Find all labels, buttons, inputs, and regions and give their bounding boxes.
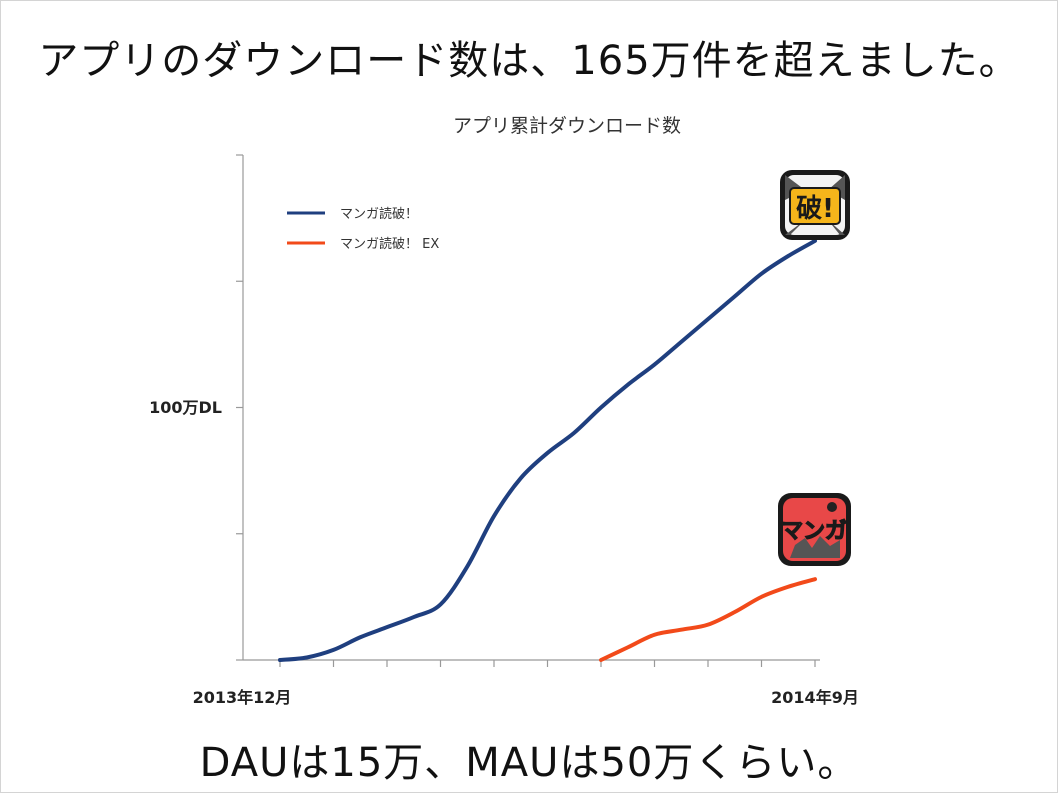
headline: アプリのダウンロード数は、165万件を超えました。 <box>38 38 1020 84</box>
x-axis-ticks <box>279 660 816 667</box>
footline: DAUは15万、MAUは50万くらい。 <box>199 740 859 786</box>
chart-title: アプリ累計ダウンロード数 <box>453 115 681 137</box>
y-axis-ticks <box>236 154 243 661</box>
x-tick-label-end: 2014年9月 <box>771 688 859 707</box>
legend: マンガ読破！ マンガ読破！ EX <box>287 206 439 252</box>
manga-icon-text: マンガ <box>781 519 847 544</box>
series-line-ex <box>599 577 817 662</box>
legend-label-ex: マンガ読破！ EX <box>340 236 439 252</box>
yabure-app-icon: 破! <box>780 170 850 240</box>
manga-app-icon: マンガ <box>778 493 851 566</box>
legend-label-main: マンガ読破！ <box>340 206 418 222</box>
y-tick-label-100: 100万DL <box>149 398 222 417</box>
yabure-icon-text: 破! <box>796 194 834 224</box>
series-line-main <box>278 238 817 662</box>
x-tick-label-start: 2013年12月 <box>193 688 292 707</box>
